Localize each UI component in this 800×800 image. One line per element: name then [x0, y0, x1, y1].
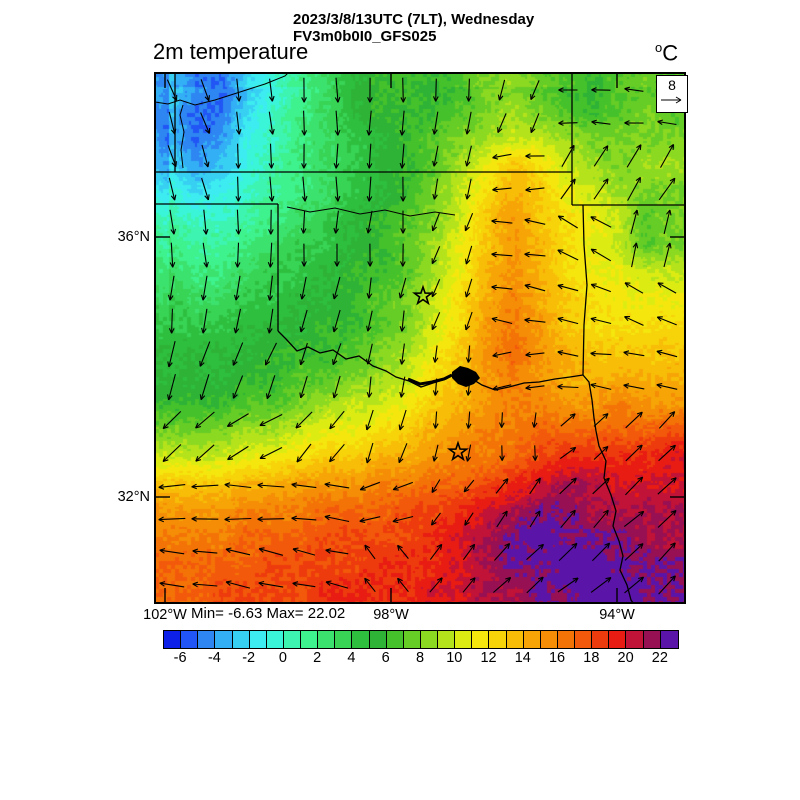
colorbar-tick-label: 2 — [313, 650, 322, 666]
units-letter: C — [662, 40, 679, 66]
colorbar-cell — [266, 631, 284, 648]
colorbar-cell — [626, 631, 644, 648]
colorbar-tick-label: 22 — [651, 650, 668, 666]
colorbar-cell — [609, 631, 627, 648]
colorbar-cell — [506, 631, 524, 648]
reference-vector-box: 8 — [656, 75, 688, 113]
lat-tick-label-32n: 32°N — [117, 489, 150, 505]
colorbar-cell — [523, 631, 541, 648]
minmax-stats: Min= -6.63 Max= 22.02 — [191, 605, 345, 622]
colorbar-cell — [283, 631, 301, 648]
max-value-label: Max= 22.02 — [266, 605, 346, 622]
colorbar-cell — [198, 631, 216, 648]
colorbar-cell — [318, 631, 336, 648]
colorbar-cell — [335, 631, 353, 648]
colorbar-tick-label: 14 — [514, 650, 531, 666]
colorbar-cell — [438, 631, 456, 648]
colorbar-tick-label: 4 — [347, 650, 356, 666]
colorbar-cell — [592, 631, 610, 648]
lat-tick-label-36n: 36°N — [117, 229, 150, 245]
colorbar-tick-label: 20 — [617, 650, 634, 666]
colorbar-tick-label: 8 — [415, 650, 425, 666]
plot-datetime-title: 2023/3/8/13UTC (7LT), Wednesday — [293, 11, 535, 28]
min-value-label: Min= -6.63 — [191, 605, 263, 622]
degree-symbol: o — [655, 40, 663, 55]
colorbar-cell — [455, 631, 473, 648]
colorbar-cell — [181, 631, 199, 648]
colorbar-tick-label: 18 — [583, 650, 600, 666]
reference-vector-value: 8 — [668, 77, 676, 93]
colorbar-cell — [232, 631, 250, 648]
colorbar-cell — [403, 631, 421, 648]
plot-model-title: FV3m0b0I0_GFS025 — [293, 28, 437, 45]
reference-vector-arrow-icon — [661, 96, 682, 104]
colorbar-tick-label: 6 — [381, 650, 390, 666]
colorbar-tick-label: 10 — [446, 650, 463, 666]
temperature-colorbar — [163, 630, 679, 649]
colorbar-cell — [352, 631, 370, 648]
colorbar-cell — [215, 631, 233, 648]
colorbar-cell — [301, 631, 319, 648]
colorbar-tick-label: 0 — [278, 650, 287, 666]
lon-tick-label-98w: 98°W — [373, 607, 409, 623]
colorbar-tick-label: 12 — [480, 650, 497, 666]
lon-tick-label-102w: 102°W — [143, 607, 187, 623]
colorbar-cell — [575, 631, 593, 648]
colorbar-cell — [660, 631, 678, 648]
colorbar-cell — [369, 631, 387, 648]
colorbar-cell — [164, 631, 182, 648]
colorbar-cell — [472, 631, 490, 648]
colorbar-tick-label: -2 — [242, 650, 256, 666]
colorbar-tick-label: 16 — [548, 650, 566, 666]
colorbar-tick-label: -6 — [173, 650, 187, 666]
field-title: 2m temperature — [153, 39, 309, 64]
colorbar-tick-label: -4 — [207, 650, 221, 666]
colorbar-cell — [249, 631, 267, 648]
colorbar-cell — [643, 631, 661, 648]
colorbar-cell — [489, 631, 507, 648]
colorbar-cell — [386, 631, 404, 648]
units-label: oC — [655, 40, 678, 66]
colorbar-cell — [420, 631, 438, 648]
colorbar-cell — [540, 631, 558, 648]
colorbar-cell — [557, 631, 575, 648]
temperature-field-map — [155, 73, 685, 603]
lon-tick-label-94w: 94°W — [599, 607, 635, 623]
